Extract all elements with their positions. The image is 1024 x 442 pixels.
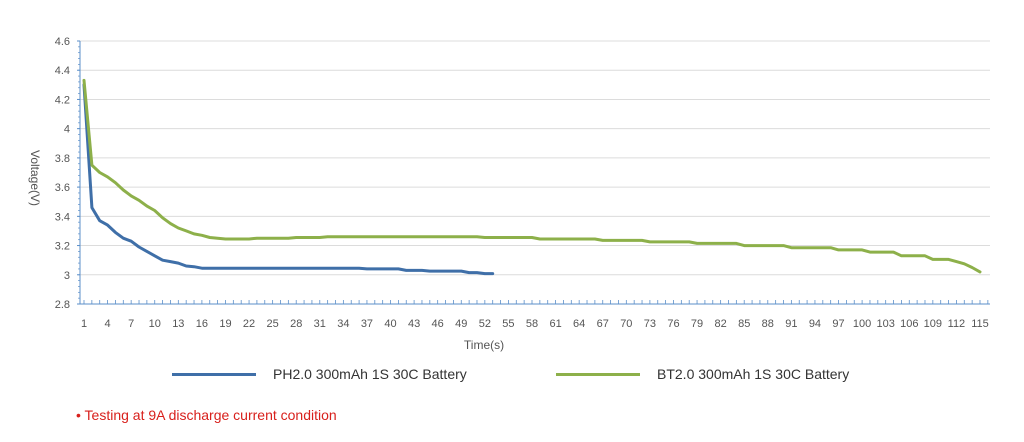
x-tick-label: 91 <box>785 318 797 330</box>
x-tick-label: 94 <box>809 318 821 330</box>
x-tick-label: 64 <box>573 318 585 330</box>
x-tick-label: 28 <box>290 318 302 330</box>
x-tick-label: 76 <box>667 318 679 330</box>
y-tick-label: 3.4 <box>55 211 70 223</box>
x-tick-label: 106 <box>900 318 918 330</box>
x-tick-label: 31 <box>314 318 326 330</box>
y-tick-label: 4 <box>64 124 70 136</box>
y-tick-label: 4.6 <box>55 36 70 48</box>
x-tick-label: 103 <box>877 318 895 330</box>
x-tick-label: 55 <box>502 318 514 330</box>
y-axis-label: Voltage(V) <box>28 150 42 206</box>
x-tick-label: 100 <box>853 318 871 330</box>
series-lines <box>82 78 982 276</box>
x-tick-label: 61 <box>549 318 561 330</box>
y-tick-label: 3.6 <box>55 182 70 194</box>
y-tick-label: 3 <box>64 270 70 282</box>
x-tick-label: 58 <box>526 318 538 330</box>
x-tick-label: 79 <box>691 318 703 330</box>
x-tick-label: 22 <box>243 318 255 330</box>
series-line-bt2 <box>82 78 982 274</box>
y-tick-label: 3.8 <box>55 153 70 165</box>
x-tick-label: 52 <box>479 318 491 330</box>
x-tick-label: 97 <box>832 318 844 330</box>
x-tick-label: 82 <box>715 318 727 330</box>
axes: 2.8 3 3.2 3.4 3.6 3.8 4 4.2 4.4 4.6 1 4 7 10 13 16 19 22 2… <box>55 36 990 330</box>
legend-swatch-bt2 <box>556 372 640 376</box>
x-tick-label: 109 <box>924 318 942 330</box>
footnote: • Testing at 9A discharge current condit… <box>76 407 337 423</box>
x-tick-label: 88 <box>762 318 774 330</box>
x-tick-label: 112 <box>948 318 966 330</box>
x-tick-label: 7 <box>128 318 134 330</box>
y-tick-label: 3.2 <box>55 241 70 253</box>
legend-item-ph2: PH2.0 300mAh 1S 30C Battery <box>172 366 467 382</box>
x-tick-label: 40 <box>384 318 396 330</box>
x-tick-label: 16 <box>196 318 208 330</box>
x-tick-label: 46 <box>432 318 444 330</box>
x-tick-label: 4 <box>105 318 111 330</box>
x-tick-label: 49 <box>455 318 467 330</box>
legend-label-bt2: BT2.0 300mAh 1S 30C Battery <box>657 366 850 382</box>
series-line-ph2 <box>82 83 495 276</box>
x-tick-label: 25 <box>267 318 279 330</box>
x-tick-label: 10 <box>149 318 161 330</box>
x-axis-label: Time(s) <box>464 338 504 352</box>
legend-item-bt2: BT2.0 300mAh 1S 30C Battery <box>556 366 849 382</box>
legend-swatch-ph2 <box>172 372 256 376</box>
x-tick-label: 13 <box>172 318 184 330</box>
x-tick-label: 37 <box>361 318 373 330</box>
x-tick-label: 1 <box>81 318 87 330</box>
y-tick-label: 4.2 <box>55 94 70 106</box>
x-tick-label: 73 <box>644 318 656 330</box>
x-tick-label: 115 <box>971 318 989 330</box>
gridlines <box>80 40 990 276</box>
y-tick-label: 4.4 <box>55 65 70 77</box>
legend-label-ph2: PH2.0 300mAh 1S 30C Battery <box>273 366 467 382</box>
x-tick-label: 67 <box>597 318 609 330</box>
x-tick-label: 19 <box>219 318 231 330</box>
x-tick-label: 34 <box>337 318 349 330</box>
x-tick-label: 43 <box>408 318 420 330</box>
x-tick-label: 70 <box>620 318 632 330</box>
y-tick-label: 2.8 <box>55 299 70 311</box>
x-tick-label: 85 <box>738 318 750 330</box>
